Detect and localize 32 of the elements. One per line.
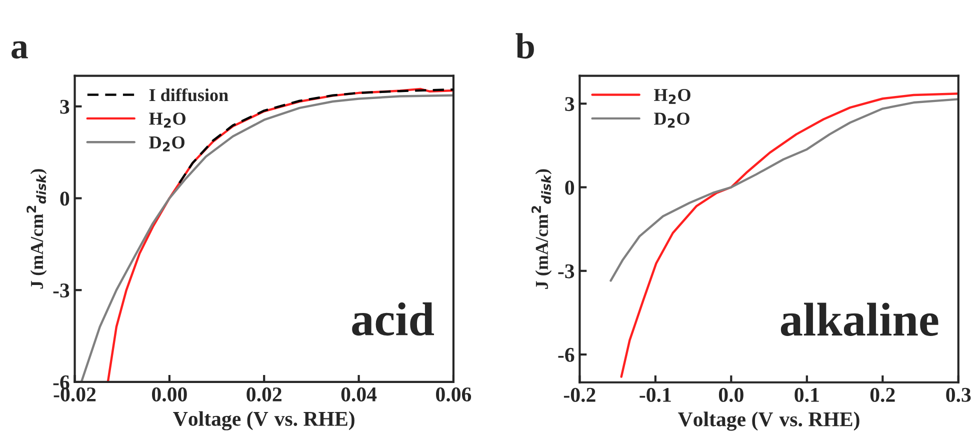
x-tick-label: 0.06 xyxy=(436,387,472,402)
legend-label: H$_{2}$O xyxy=(149,112,186,128)
x-tick-label: -0.02 xyxy=(54,387,96,402)
chart-title: a xyxy=(12,41,28,59)
y-tick-label: -3 xyxy=(558,264,574,278)
legend-label: D$_{2}$O xyxy=(654,112,690,128)
y-tick-label: 3 xyxy=(565,97,574,112)
y-tick-label: -6 xyxy=(53,375,70,390)
x-tick-label: 0.04 xyxy=(341,387,377,402)
x-tick-label: 0.00 xyxy=(152,387,187,402)
x-axis-title: Voltage (V vs. RHE) xyxy=(678,412,860,431)
y-tick-label: 0 xyxy=(60,192,70,206)
x-tick-label: 0.1 xyxy=(794,388,819,402)
y-axis-title: J (mA/cm$^{2}$$_{disk}$) xyxy=(26,169,47,289)
x-axis-title: Voltage (V vs. RHE) xyxy=(173,411,354,430)
y-tick-label: 0 xyxy=(565,180,574,195)
x-tick-label: 0.02 xyxy=(246,387,282,402)
legend-label: H$_{2}$O xyxy=(654,88,690,104)
annotation: alkaline xyxy=(780,302,938,336)
annotation: acid xyxy=(352,302,434,336)
x-tick-label: 0.2 xyxy=(870,388,895,402)
legend-label: I diffusion xyxy=(149,88,228,102)
x-tick-label: -0.1 xyxy=(640,388,671,402)
y-tick-label: -6 xyxy=(558,348,574,362)
y-tick-label: -3 xyxy=(53,284,70,298)
x-tick-label: 0.3 xyxy=(946,388,971,402)
y-tick-label: 3 xyxy=(60,100,70,114)
chart-title: b xyxy=(516,33,534,59)
x-tick-label: 0.0 xyxy=(718,388,744,402)
y-axis-title: J (mA/cm$^{2}$$_{disk}$) xyxy=(532,169,552,289)
legend-label: D$_{2}$O xyxy=(149,136,184,152)
x-tick-label: -0.2 xyxy=(564,388,596,402)
